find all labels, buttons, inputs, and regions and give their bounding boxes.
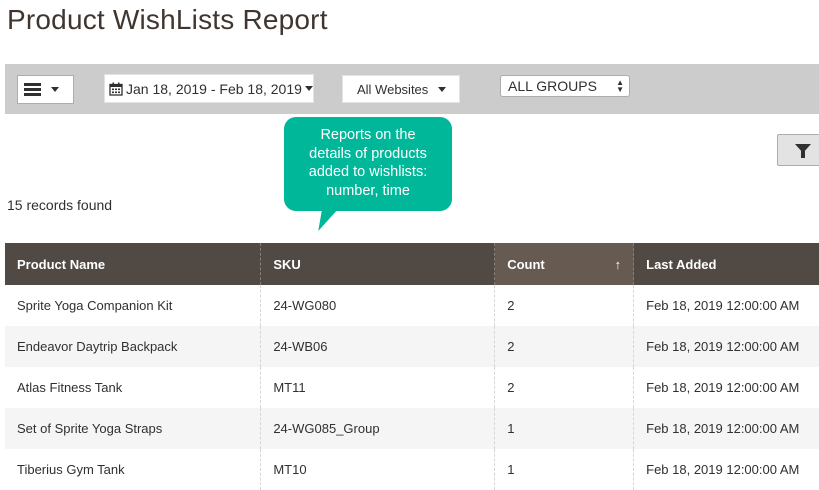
sort-ascending-icon: ↑ [614, 256, 622, 272]
date-range-picker[interactable]: Jan 18, 2019 - Feb 18, 2019 [104, 74, 314, 103]
cell-count: 2 [494, 285, 635, 326]
cell-product-name: Endeavor Daytrip Backpack [5, 326, 262, 367]
column-header-count[interactable]: Count ↑ [494, 243, 635, 285]
table-row[interactable]: Endeavor Daytrip Backpack 24-WB06 2 Feb … [5, 326, 819, 367]
cell-count: 2 [494, 326, 635, 367]
chevron-down-icon [51, 87, 59, 92]
wishlist-report-table: Product Name SKU Count ↑ Last Added Spri… [5, 243, 819, 490]
calendar-icon [109, 82, 123, 96]
cell-sku: 24-WB06 [260, 326, 496, 367]
cell-product-name: Atlas Fitness Tank [5, 367, 262, 408]
table-row[interactable]: Sprite Yoga Companion Kit 24-WG080 2 Feb… [5, 285, 819, 326]
column-header-product-name[interactable]: Product Name [5, 243, 262, 285]
cell-count: 1 [494, 408, 635, 449]
column-header-last-added[interactable]: Last Added [633, 243, 819, 285]
column-header-sku[interactable]: SKU [260, 243, 496, 285]
table-row[interactable]: Set of Sprite Yoga Straps 24-WG085_Group… [5, 408, 819, 449]
table-row[interactable]: Tiberius Gym Tank MT10 1 Feb 18, 2019 12… [5, 449, 819, 490]
table-header-row: Product Name SKU Count ↑ Last Added [5, 243, 819, 285]
cell-last-added: Feb 18, 2019 12:00:00 AM [633, 367, 819, 408]
filter-icon-stem [801, 151, 805, 158]
column-menu-button[interactable] [17, 75, 74, 104]
report-toolbar: Jan 18, 2019 - Feb 18, 2019 All Websites… [5, 64, 819, 114]
cell-last-added: Feb 18, 2019 12:00:00 AM [633, 285, 819, 326]
date-range-value: Jan 18, 2019 - Feb 18, 2019 [126, 80, 302, 97]
website-select-value: All Websites [357, 81, 429, 97]
cell-product-name: Set of Sprite Yoga Straps [5, 408, 262, 449]
cell-sku: MT10 [260, 449, 496, 490]
chevron-down-icon [304, 86, 313, 91]
cell-sku: 24-WG080 [260, 285, 496, 326]
customer-group-value: ALL GROUPS [508, 78, 597, 94]
hamburger-icon [24, 83, 41, 96]
tooltip-line: details of products [309, 145, 427, 162]
page-title: Product WishLists Report [7, 4, 328, 35]
filter-button[interactable] [777, 134, 819, 166]
customer-group-select[interactable]: ALL GROUPS ▲ ▼ [500, 75, 630, 97]
chevron-down-icon [438, 86, 447, 92]
cell-sku: 24-WG085_Group [260, 408, 496, 449]
table-row[interactable]: Atlas Fitness Tank MT11 2 Feb 18, 2019 1… [5, 367, 819, 408]
tooltip-line: number, time [326, 182, 410, 199]
cell-product-name: Tiberius Gym Tank [5, 449, 262, 490]
select-arrows-icon: ▲ ▼ [616, 78, 624, 94]
filter-icon [795, 144, 811, 153]
cell-last-added: Feb 18, 2019 12:00:00 AM [633, 408, 819, 449]
cell-sku: MT11 [260, 367, 496, 408]
tooltip-line: Reports on the [320, 127, 416, 143]
records-count: 15 records found [7, 197, 113, 213]
cell-last-added: Feb 18, 2019 12:00:00 AM [633, 449, 819, 490]
cell-last-added: Feb 18, 2019 12:00:00 AM [633, 326, 819, 367]
cell-count: 2 [494, 367, 635, 408]
info-tooltip: Reports on the details of products added… [284, 117, 452, 211]
tooltip-line: added to wishlists: [308, 164, 428, 180]
website-select[interactable]: All Websites [342, 75, 460, 103]
cell-count: 1 [494, 449, 635, 490]
cell-product-name: Sprite Yoga Companion Kit [5, 285, 262, 326]
